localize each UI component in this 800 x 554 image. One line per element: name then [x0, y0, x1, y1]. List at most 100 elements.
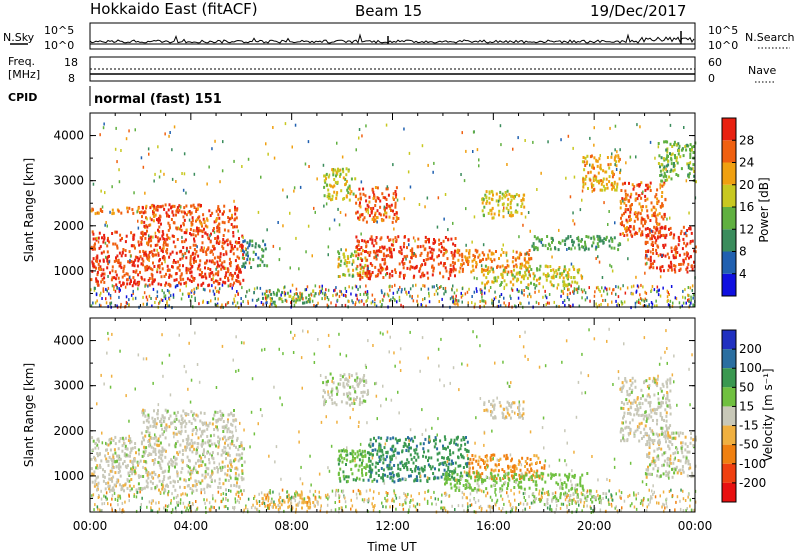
velocity-colorbar-bin [722, 387, 736, 407]
cpid-panel: CPID normal (fast) 151 [8, 86, 222, 107]
velocity-colorbar-bin [722, 425, 736, 445]
velocity-region-0 [90, 435, 246, 493]
velocity-colorbar-bin [722, 482, 736, 502]
freq-tick-8: 8 [68, 72, 75, 85]
velocity-region-3 [322, 372, 370, 407]
velocity-colorbar-tick: -100 [739, 457, 766, 471]
nsearch-label: N.Search [745, 31, 795, 44]
noise-tick-bottom-right: 10^0 [708, 39, 738, 52]
velocity-axes: 1000 2000 3000 4000 00:00 04:00 08:00 12:00 16:0… [53, 318, 712, 533]
velocity-colorbar-tick: -200 [739, 476, 766, 490]
power-colorbar-bin [722, 251, 736, 274]
power-colorbar-label: Power [dB] [757, 177, 771, 242]
xtick-label: 08:00 [274, 519, 309, 533]
velocity-region-11 [644, 431, 697, 479]
nsky-label: N.Sky [3, 31, 35, 44]
velocity-colorbar: 200 100 50 15 -15 -50 -100 -200 [721, 329, 766, 503]
power-region-14 [619, 181, 667, 238]
power-data [90, 122, 697, 310]
velocity-sparse-scatter [94, 327, 693, 488]
power-region-2 [90, 205, 141, 216]
velocity-data [90, 327, 697, 514]
power-ground-scatter [90, 283, 696, 310]
power-ytick-label: 1000 [53, 264, 84, 278]
velocity-colorbar-tick: 50 [739, 380, 754, 394]
xtick-label: 16:00 [476, 519, 511, 533]
noise-tick-bottom-left: 10^0 [44, 39, 74, 52]
power-region-6 [354, 186, 400, 224]
power-colorbar-bin [722, 184, 736, 207]
power-colorbar-bin [722, 273, 736, 296]
xtick-label: 00:00 [678, 519, 713, 533]
power-colorbar: 4 8 12 16 20 24 28 [721, 117, 754, 297]
power-colorbar-tick: 16 [739, 200, 754, 214]
power-region-3 [241, 239, 269, 269]
power-ytick-label: 2000 [53, 219, 84, 233]
power-region-12 [481, 189, 526, 220]
velocity-colorbar-bin [722, 349, 736, 369]
velocity-colorbar-tick: 100 [739, 361, 762, 375]
power-region-8 [355, 235, 457, 281]
freq-tick-18: 18 [64, 56, 78, 69]
power-region-10 [480, 264, 584, 288]
velocity-ground-scatter [91, 488, 697, 514]
velocity-region-5 [367, 435, 470, 484]
velocity-ytick-label: 3000 [53, 379, 84, 393]
power-region-1 [140, 203, 239, 234]
velocity-colorbar-tick: -15 [739, 419, 759, 433]
xtick-label: 00:00 [73, 519, 108, 533]
noise-tick-top-left: 10^5 [44, 24, 74, 37]
cpid-text: normal (fast) 151 [94, 92, 222, 107]
velocity-region-10 [619, 376, 672, 443]
nave-tick-0: 0 [708, 72, 715, 85]
power-region-11 [531, 234, 622, 252]
nave-tick-60: 60 [708, 56, 722, 69]
power-colorbar-tick: 4 [739, 267, 747, 281]
power-colorbar-tick: 8 [739, 245, 747, 259]
velocity-colorbar-bin [722, 406, 736, 426]
nave-label: Nave [748, 64, 776, 77]
beam-title: Beam 15 [355, 2, 422, 20]
power-colorbar-bin [722, 207, 736, 230]
freq-label-2: [MHz] [8, 68, 40, 81]
velocity-colorbar-bin [722, 368, 736, 388]
noise-sky-trace [89, 31, 695, 44]
freq-nave-panel: Freq. [MHz] 18 8 60 0 Nave [8, 55, 776, 85]
xtick-label: 20:00 [577, 519, 612, 533]
velocity-region-9 [483, 399, 525, 420]
power-region-5 [323, 167, 357, 202]
power-colorbar-tick: 28 [739, 133, 754, 147]
velocity-ytick-label: 2000 [53, 424, 84, 438]
power-colorbar-bin [722, 162, 736, 185]
power-region-13 [581, 154, 621, 192]
velocity-region-6 [468, 453, 546, 481]
station-title: Hokkaido East (fitACF) [90, 0, 258, 18]
velocity-panel: 1000 2000 3000 4000 00:00 04:00 08:00 12:00 16:0… [22, 317, 775, 554]
power-ytick-label: 4000 [53, 129, 84, 143]
power-region-16 [657, 140, 697, 184]
power-region-15 [644, 225, 697, 274]
velocity-colorbar-tick: 15 [739, 399, 754, 413]
noise-tick-top-right: 10^5 [708, 24, 738, 37]
time-xlabel: Time UT [366, 540, 417, 554]
velocity-region-7 [443, 471, 591, 493]
velocity-colorbar-bin [722, 444, 736, 464]
power-axes: 1000 2000 3000 4000 [53, 113, 696, 307]
cpid-label: CPID [8, 91, 37, 104]
velocity-colorbar-bin [722, 463, 736, 483]
velocity-colorbar-label: Velocity [m s⁻¹] [761, 368, 775, 461]
power-ytick-label: 3000 [53, 174, 84, 188]
power-colorbar-bin [722, 118, 736, 141]
noise-sky-line [89, 33, 695, 44]
velocity-ytick-label: 1000 [53, 469, 84, 483]
power-colorbar-bin [722, 140, 736, 163]
power-sparse-scatter [92, 122, 697, 281]
date-title: 19/Dec/2017 [590, 2, 686, 20]
velocity-colorbar-bin [722, 330, 736, 350]
xtick-label: 12:00 [375, 519, 410, 533]
velocity-region-1 [140, 408, 238, 438]
xtick-label: 04:00 [174, 519, 209, 533]
power-colorbar-tick: 24 [739, 156, 754, 170]
power-colorbar-tick: 20 [739, 178, 754, 192]
